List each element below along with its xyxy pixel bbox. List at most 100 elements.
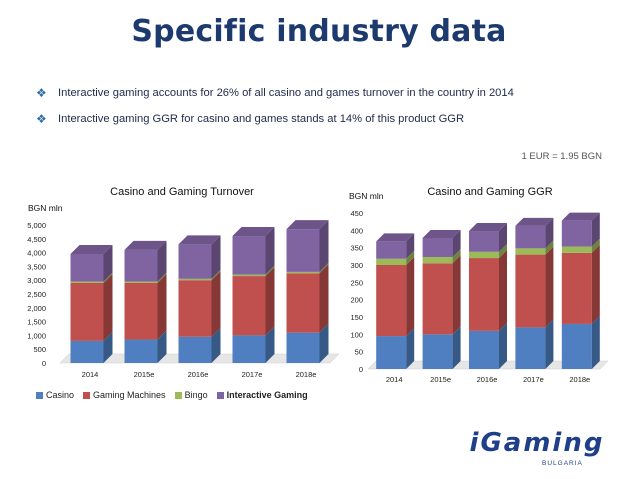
y-tick-label: 500	[33, 345, 46, 354]
bar-segment	[376, 336, 407, 369]
bar-segment	[232, 236, 266, 275]
bar-segment	[178, 244, 212, 279]
diamond-bullet-icon: ❖	[36, 112, 47, 126]
bar-segment	[124, 249, 158, 282]
bar-segment-side	[319, 323, 329, 363]
y-tick-label: 3,000	[27, 276, 46, 285]
bar-segment-side	[452, 255, 461, 335]
y-tick-label: 250	[350, 278, 363, 287]
bar-segment-side	[499, 223, 507, 252]
y-tick-label: 3,500	[27, 262, 46, 271]
x-tick-label: 2018e	[296, 370, 317, 379]
legend-label: Interactive Gaming	[226, 390, 308, 400]
legend-swatch	[174, 391, 182, 399]
bar-segment	[70, 340, 104, 363]
y-tick-label: 0	[42, 359, 46, 368]
bar-segment-side	[103, 244, 113, 282]
bullet-text: Interactive gaming accounts for 26% of a…	[58, 87, 514, 99]
bar-segment-side	[319, 264, 329, 333]
bullet-item: ❖ Interactive gaming accounts for 26% of…	[36, 86, 616, 112]
bar-segment-side	[591, 238, 600, 253]
bar-top	[515, 217, 554, 226]
igaming-logo: iGaming BULGARIA	[462, 428, 612, 470]
bar-segment-side	[211, 235, 221, 279]
bar-segment-side	[319, 262, 329, 274]
x-tick-label: 2016e	[188, 370, 209, 379]
bar-segment	[124, 339, 158, 363]
bar-segment	[232, 276, 266, 336]
bar-segment-side	[452, 326, 461, 369]
logo-wordmark: iGaming	[469, 428, 605, 458]
bar-segment-side	[545, 246, 554, 328]
bar-segment-side	[211, 271, 221, 337]
bar-segment-side	[103, 273, 113, 341]
bar-top	[286, 220, 329, 230]
chart-legend: Casino Gaming Machines Bingo Interactive…	[36, 390, 308, 400]
bar-segment	[515, 248, 546, 255]
x-tick-label: 2017e	[523, 375, 544, 384]
bar-segment	[178, 280, 212, 337]
y-tick-label: 300	[350, 261, 363, 270]
y-tick-label: 1,000	[27, 331, 46, 340]
legend-swatch	[83, 391, 91, 399]
bar-segment-side	[406, 250, 415, 265]
bar-segment	[376, 241, 407, 259]
x-tick-label: 2014	[82, 370, 99, 379]
bar-segment-side	[319, 220, 329, 272]
bar-segment	[376, 258, 407, 265]
legend-swatch	[36, 391, 43, 399]
legend-item-casino: Casino	[36, 390, 74, 400]
y-tick-label: 350	[350, 244, 363, 253]
bar-segment	[561, 252, 592, 324]
bar-segment	[422, 263, 453, 335]
bar-segment	[561, 246, 592, 253]
chart-title: Casino and Gaming Turnover	[110, 186, 254, 198]
x-tick-label: 2017e	[242, 370, 263, 379]
exchange-rate-note: 1 EUR = 1.95 BGN	[521, 151, 602, 162]
bar-segment	[376, 265, 407, 337]
bar-top	[422, 229, 461, 238]
y-tick-label: 0	[359, 365, 363, 374]
legend-label: Casino	[46, 390, 75, 400]
bar-segment	[70, 281, 104, 283]
chart-title: Casino and Gaming GGR	[427, 186, 552, 198]
bar-segment	[515, 327, 546, 369]
bar-segment	[286, 271, 320, 274]
bar-top	[469, 223, 507, 232]
bullet-list: ❖ Interactive gaming accounts for 26% of…	[36, 86, 616, 138]
bar-segment-side	[591, 315, 600, 369]
bar-segment-side	[591, 244, 600, 324]
bar-segment-side	[265, 265, 275, 277]
logo-subtitle: BULGARIA	[542, 460, 583, 467]
bullet-item: ❖ Interactive gaming GGR for casino and …	[36, 112, 616, 138]
slide-title: Specific industry data	[131, 14, 507, 49]
x-tick-label: 2014	[386, 375, 403, 384]
bar-top	[561, 212, 600, 221]
bar-segment-side	[157, 240, 167, 282]
bar-segment	[286, 229, 320, 272]
bar-top	[70, 244, 113, 254]
bar-segment	[232, 335, 266, 363]
bar-segment-side	[103, 272, 113, 283]
bar-segment-side	[452, 229, 461, 258]
bar-segment-side	[406, 257, 415, 337]
bar-segment-side	[406, 233, 415, 259]
bar-segment	[561, 323, 592, 369]
bar-top	[376, 233, 415, 242]
y-tick-label: 4,000	[27, 249, 46, 258]
bar-segment	[178, 278, 212, 281]
bar-segment	[422, 257, 453, 264]
bar-segment	[515, 225, 546, 249]
y-tick-label: 50	[355, 348, 363, 357]
y-tick-label: 1,500	[27, 318, 46, 327]
y-tick-label: 100	[350, 330, 363, 339]
y-tick-label: 400	[350, 226, 363, 235]
x-tick-label: 2018e	[569, 375, 590, 384]
bar-segment	[515, 254, 546, 328]
bar-segment	[232, 274, 266, 277]
bar-segment-side	[265, 326, 275, 363]
bar-segment-side	[157, 330, 167, 363]
legend-item-gaming-machines: Gaming Machines	[83, 390, 166, 400]
bar-segment	[124, 282, 158, 340]
diamond-bullet-icon: ❖	[36, 86, 47, 100]
